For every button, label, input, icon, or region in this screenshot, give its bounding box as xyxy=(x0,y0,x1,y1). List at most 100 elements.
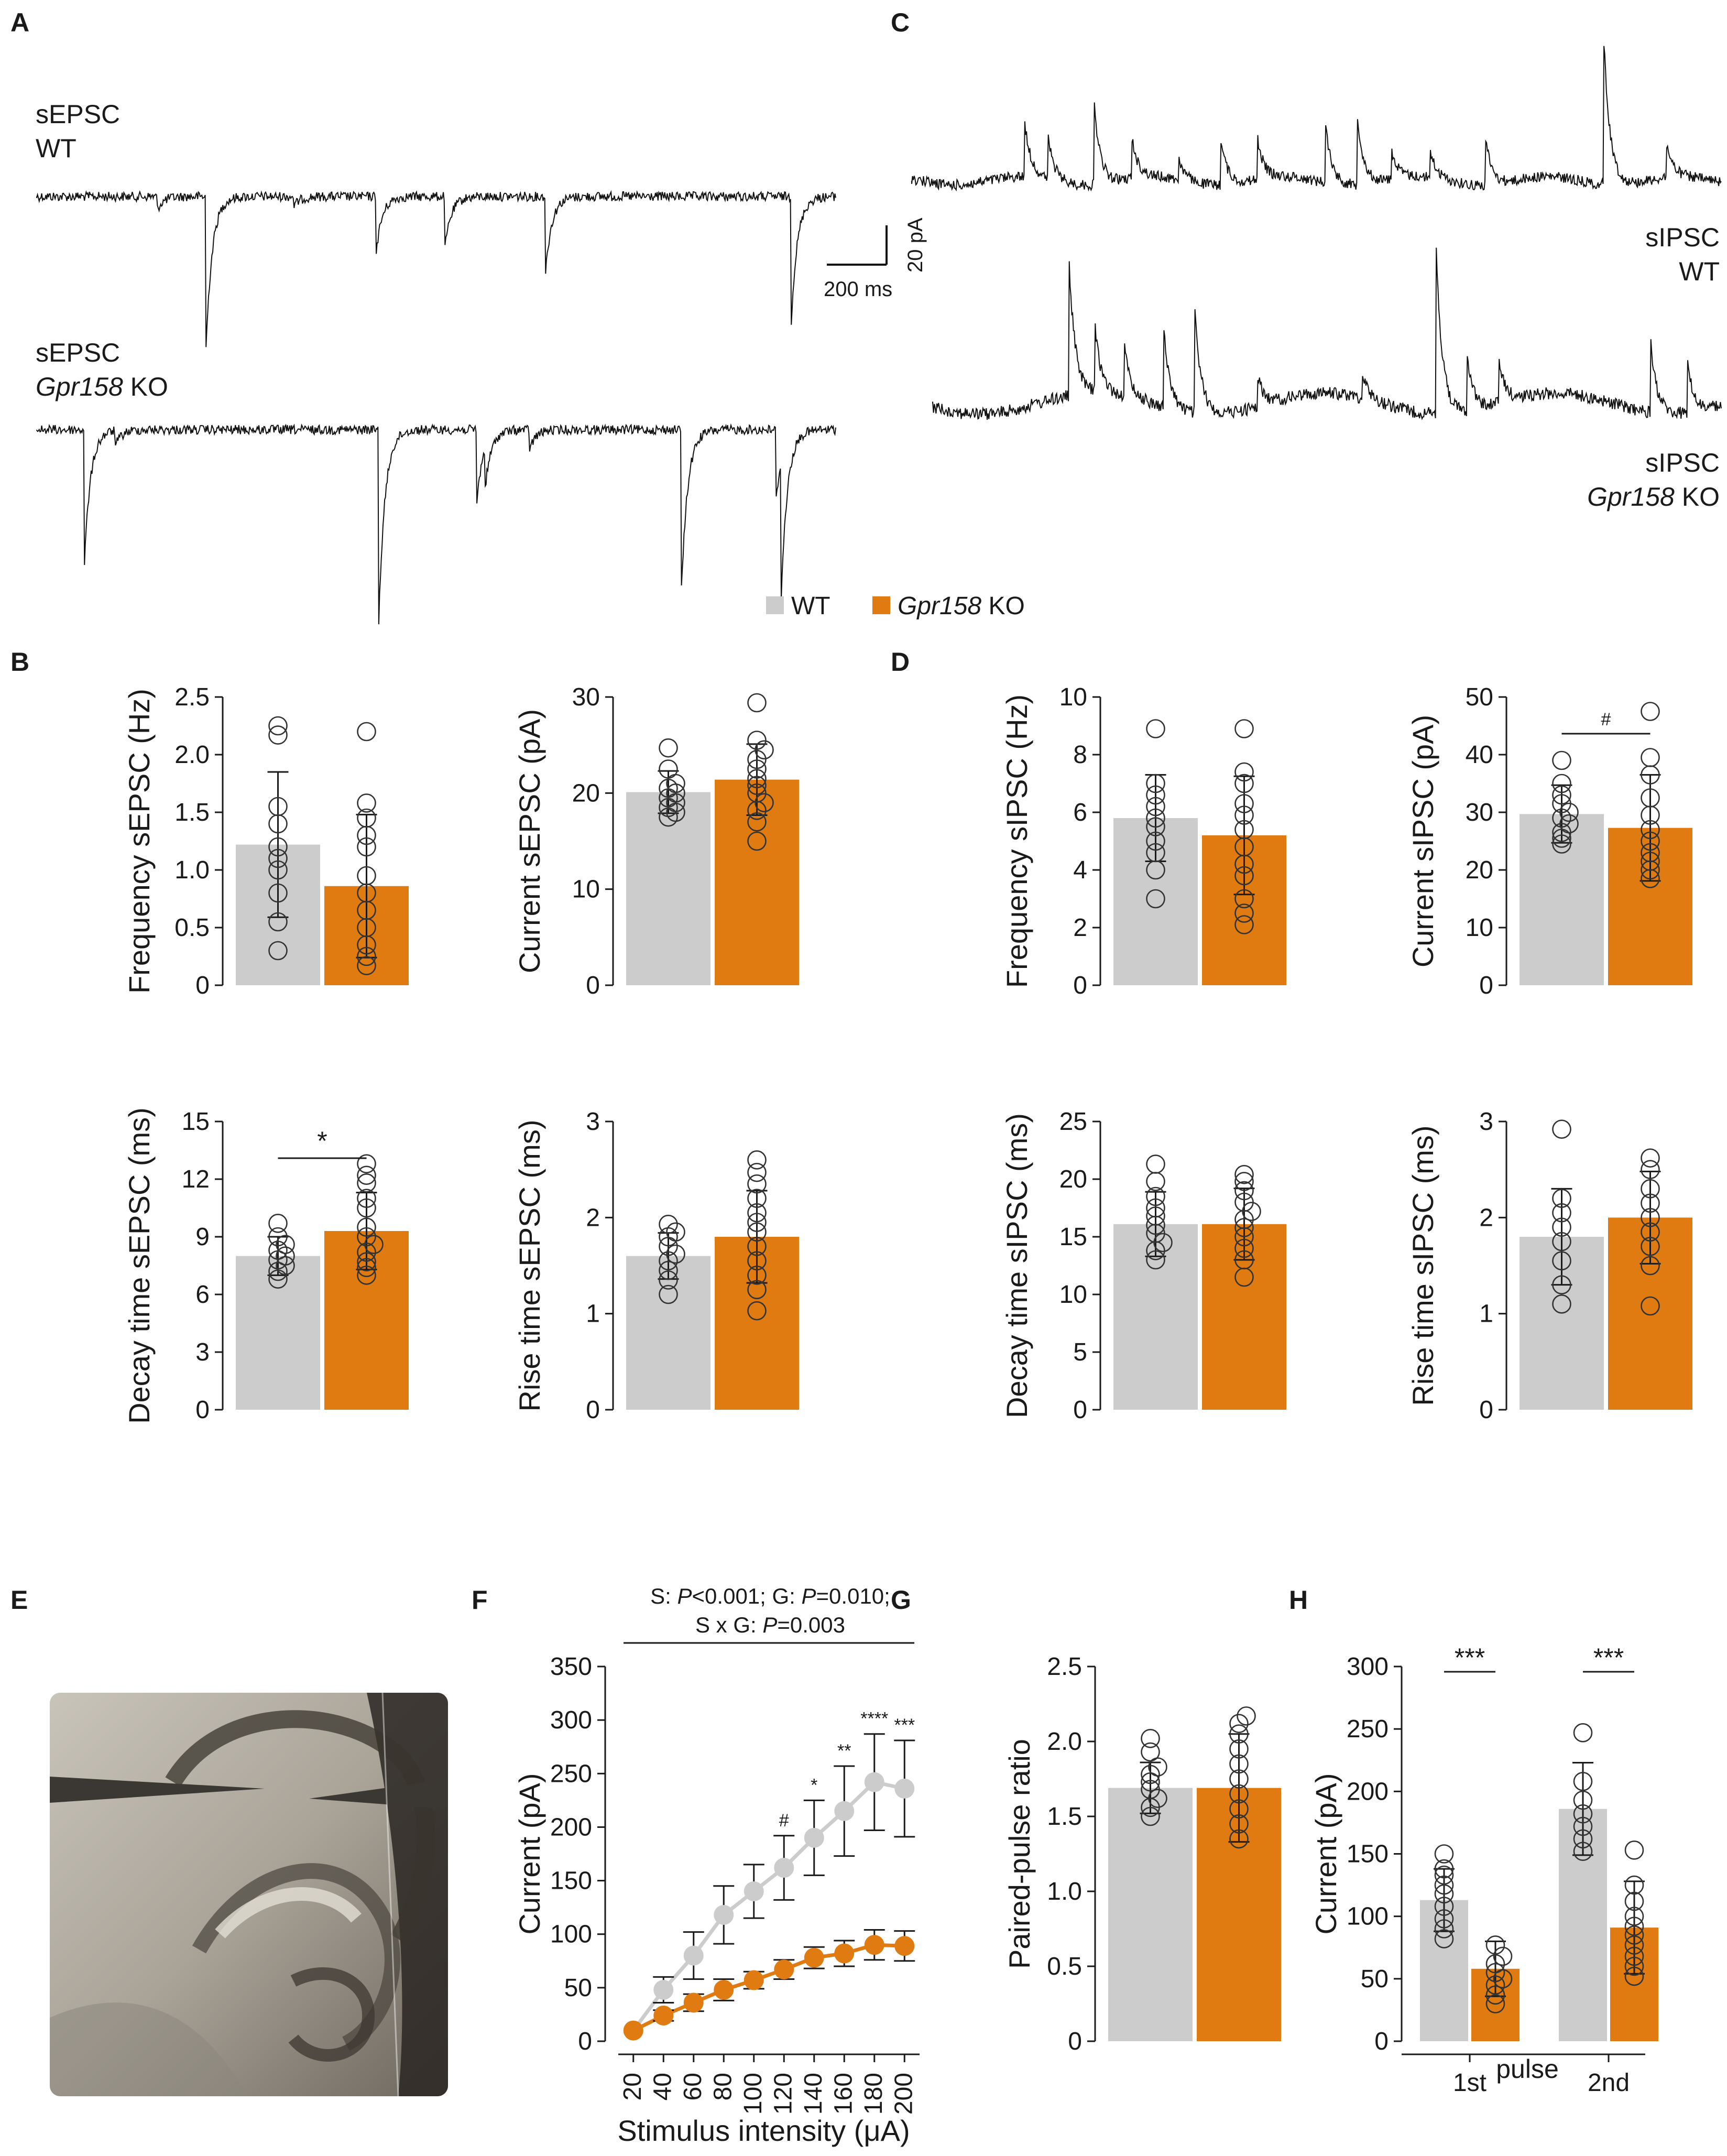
D1-point xyxy=(1234,903,1254,923)
F-x-tick-label: 100 xyxy=(739,2073,767,2115)
F-point-wt xyxy=(683,1945,704,1966)
B2-point xyxy=(747,783,767,803)
G-y-tick-label: 0.5 xyxy=(1047,1953,1082,1980)
D3-y-tick-label: 25 xyxy=(1059,1108,1087,1136)
H-y-label: Current (pA) xyxy=(1309,1773,1342,1934)
D2-point xyxy=(1641,843,1660,863)
trace-a1-label-line2: WT xyxy=(36,134,76,163)
H-y-tick-label: 200 xyxy=(1347,1778,1389,1805)
D2-point xyxy=(1552,794,1571,813)
D2-point xyxy=(1641,748,1660,767)
H-y-tick-label: 0 xyxy=(1374,2028,1389,2055)
trace-sipsc-ko xyxy=(932,247,1722,420)
F-y-tick-label: 350 xyxy=(550,1653,592,1681)
D3-point xyxy=(1146,1155,1165,1174)
D2-point xyxy=(1641,831,1660,851)
B3-sig-label: * xyxy=(317,1126,327,1156)
B3-point xyxy=(357,1173,376,1193)
legend: WT Gpr158 KO xyxy=(766,592,1025,620)
G-point xyxy=(1141,1806,1160,1826)
H-point xyxy=(1573,1829,1593,1849)
B1-point xyxy=(357,722,376,742)
B2-point xyxy=(747,769,767,789)
H-point xyxy=(1485,1954,1505,1974)
trace-c1-label-line1: sIPSC xyxy=(1645,223,1720,252)
D4-point xyxy=(1641,1222,1660,1242)
G-point xyxy=(1229,1829,1249,1849)
H-point xyxy=(1624,1966,1644,1986)
B3-point xyxy=(268,1240,288,1260)
slice-inner-band xyxy=(192,1863,400,2051)
B3-point xyxy=(276,1235,295,1254)
F-x-tick-label: 120 xyxy=(769,2073,797,2115)
B2-y-tick-label: 20 xyxy=(572,779,600,807)
B2-bar-wt xyxy=(626,792,711,985)
D2-sig-label: # xyxy=(1601,710,1611,729)
B3-point xyxy=(357,1154,376,1173)
D4-point xyxy=(1641,1193,1660,1213)
D1-point xyxy=(1146,774,1165,793)
F-y-label: Current (pA) xyxy=(513,1773,546,1934)
B4-y-tick-label: 2 xyxy=(586,1204,600,1232)
D2-point xyxy=(1559,814,1579,834)
legend-swatch-ko xyxy=(872,596,890,614)
F-annotation: ** xyxy=(837,1741,851,1761)
H-point xyxy=(1493,1946,1513,1966)
D1-point xyxy=(1234,794,1254,813)
B1-point xyxy=(268,883,288,903)
D4-y-label: Rise time sIPSC (ms) xyxy=(1406,1125,1439,1406)
G-point xyxy=(1141,1742,1160,1762)
panel-letter-b: B xyxy=(10,647,29,677)
D4-point xyxy=(1552,1275,1571,1294)
trace-sepsc-wt xyxy=(36,190,836,347)
D1-point xyxy=(1146,889,1165,909)
H-point xyxy=(1434,1859,1454,1879)
F-point-ko xyxy=(804,1947,824,1968)
H-x-tick-label: 2nd xyxy=(1588,2069,1630,2097)
electrode-left xyxy=(50,1777,265,1803)
B4-y-tick-label: 1 xyxy=(586,1300,600,1328)
D3-point xyxy=(1234,1238,1254,1258)
D4-y-tick-label: 0 xyxy=(1479,1396,1493,1424)
B3-y-tick-label: 12 xyxy=(182,1166,210,1193)
D3-point xyxy=(1146,1206,1165,1226)
H-point xyxy=(1573,1771,1593,1791)
D4-y-tick-label: 3 xyxy=(1479,1108,1493,1136)
D2-point xyxy=(1641,820,1660,840)
B1-point xyxy=(357,866,376,886)
B2-point xyxy=(747,731,767,750)
D1-point xyxy=(1234,915,1254,934)
D2-point xyxy=(1552,834,1571,854)
trace-sipsc-wt xyxy=(911,46,1722,192)
B1-point xyxy=(268,848,288,868)
B4-point xyxy=(666,1222,685,1242)
B2-point xyxy=(659,759,678,779)
D4-point xyxy=(1641,1237,1660,1256)
F-x-tick-label: 180 xyxy=(860,2073,888,2115)
D1-y-tick-label: 0 xyxy=(1073,972,1087,999)
F-point-ko xyxy=(683,1992,704,2013)
panel-letter-e: E xyxy=(10,1585,28,1615)
H-sig-label: *** xyxy=(1455,1643,1485,1672)
B1-point xyxy=(357,808,376,828)
B4-point xyxy=(747,1213,767,1232)
D4-point xyxy=(1552,1232,1571,1251)
B3-point xyxy=(357,1217,376,1237)
panel-letter-d: D xyxy=(891,647,910,677)
B4-bar-wt xyxy=(626,1256,711,1410)
trace-a1-label-line1: sEPSC xyxy=(36,100,120,129)
H-point xyxy=(1573,1816,1593,1836)
F-x-tick-label: 40 xyxy=(649,2073,676,2100)
D1-point xyxy=(1146,797,1165,816)
D4-y-tick-label: 2 xyxy=(1479,1204,1493,1232)
B1-point xyxy=(357,793,376,813)
B1-y-tick-label: 0 xyxy=(195,972,210,999)
F-point-ko xyxy=(623,2020,643,2041)
panel-c: sIPSC WT sIPSC Gpr158 KO xyxy=(911,46,1722,511)
H-y-tick-label: 100 xyxy=(1347,1903,1389,1931)
B4-point xyxy=(659,1284,678,1304)
G-bar-wt xyxy=(1108,1788,1193,2041)
G-point xyxy=(1229,1769,1249,1789)
F-point-wt xyxy=(744,1881,764,1901)
D1-point xyxy=(1146,843,1165,863)
